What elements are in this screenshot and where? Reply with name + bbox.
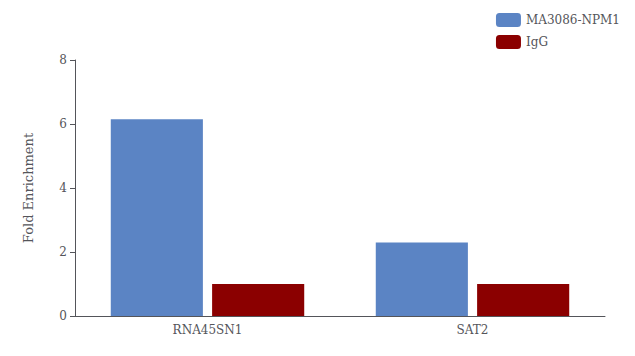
- svg-text:0: 0: [59, 309, 67, 323]
- svg-text:2: 2: [59, 245, 67, 259]
- svg-text:SAT2: SAT2: [457, 323, 489, 337]
- svg-text:8: 8: [59, 53, 67, 67]
- svg-text:RNA45SN1: RNA45SN1: [173, 323, 243, 337]
- svg-text:4: 4: [59, 181, 67, 195]
- svg-text:6: 6: [59, 117, 67, 131]
- svg-text:MA3086-NPM1: MA3086-NPM1: [526, 13, 620, 27]
- svg-text:Fold Enrichment: Fold Enrichment: [21, 132, 36, 243]
- svg-text:IgG: IgG: [526, 35, 548, 49]
